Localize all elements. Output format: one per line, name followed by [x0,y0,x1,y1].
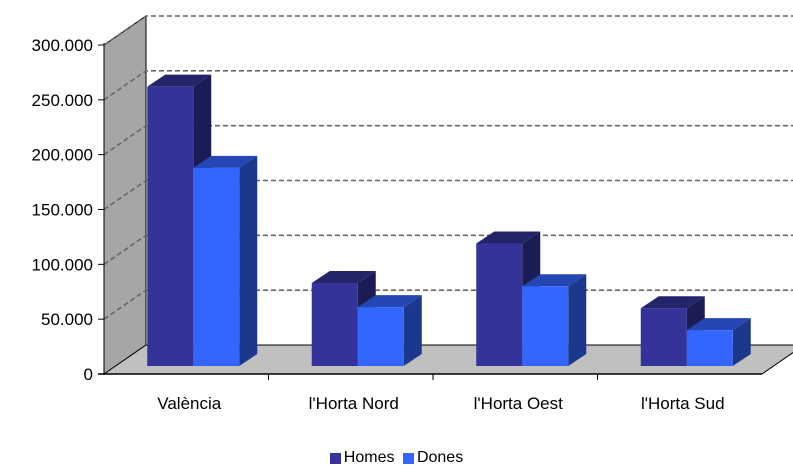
x-tick-label: l'Horta Oest [474,394,563,413]
legend-item-dones: Dones [402,449,464,467]
bar-chart: 0 50.000 100.000 150.000 200.000 250.000 300.0… [32,15,793,413]
bar-front [147,86,194,366]
x-axis-labels: València l'Horta Nord l'Horta Oest l'Horta … [157,374,725,413]
gridline [103,234,793,265]
y-tick-label: 150.000 [32,201,93,220]
bar-top [522,274,587,287]
bar-dones [357,295,422,366]
bar-top [476,231,541,244]
legend-swatch-dones [402,452,414,464]
gridline [103,15,793,46]
bar-side [403,295,422,366]
y-tick-label: 300.000 [32,36,93,55]
bar-front [193,167,240,366]
bar-dones [193,155,258,366]
y-tick-label: 100.000 [32,255,93,274]
y-tick-label: 0 [84,365,93,384]
x-tick-label: l'Horta Nord [309,394,399,413]
legend-label-homes: Homes [343,449,395,466]
legend-label-dones: Dones [416,449,464,466]
gridlines [103,15,793,320]
legend-item-homes: Homes [329,449,395,467]
x-tick-label: València [157,394,221,413]
bar-top [686,318,751,331]
bar-top [640,296,705,309]
bar-side [732,318,751,366]
y-tick-label: 50.000 [41,310,93,329]
bar-top [357,295,422,308]
bar-dones [686,318,751,366]
gridline [103,70,793,101]
y-tick-label: 250.000 [32,91,93,110]
bar-front [476,243,523,366]
legend-swatch-homes [329,452,341,464]
bar-front [357,307,404,366]
bar-front [686,330,733,366]
bars [147,74,751,366]
bar-front [522,286,569,366]
y-tick-label: 200.000 [32,146,93,165]
bar-top [311,270,376,283]
bar-front [311,282,358,366]
bar-dones [522,274,587,366]
bar-side [239,155,258,366]
y-axis-ticks: 0 50.000 100.000 150.000 200.000 250.000 300.0… [32,36,104,384]
legend: Homes Dones [0,449,793,469]
bar-front [640,308,687,366]
bar-top [147,74,212,87]
x-tick-label: l'Horta Sud [641,394,725,413]
gridline [103,124,793,156]
gridline [103,179,793,211]
bar-side [568,274,587,366]
bar-top [193,155,258,168]
